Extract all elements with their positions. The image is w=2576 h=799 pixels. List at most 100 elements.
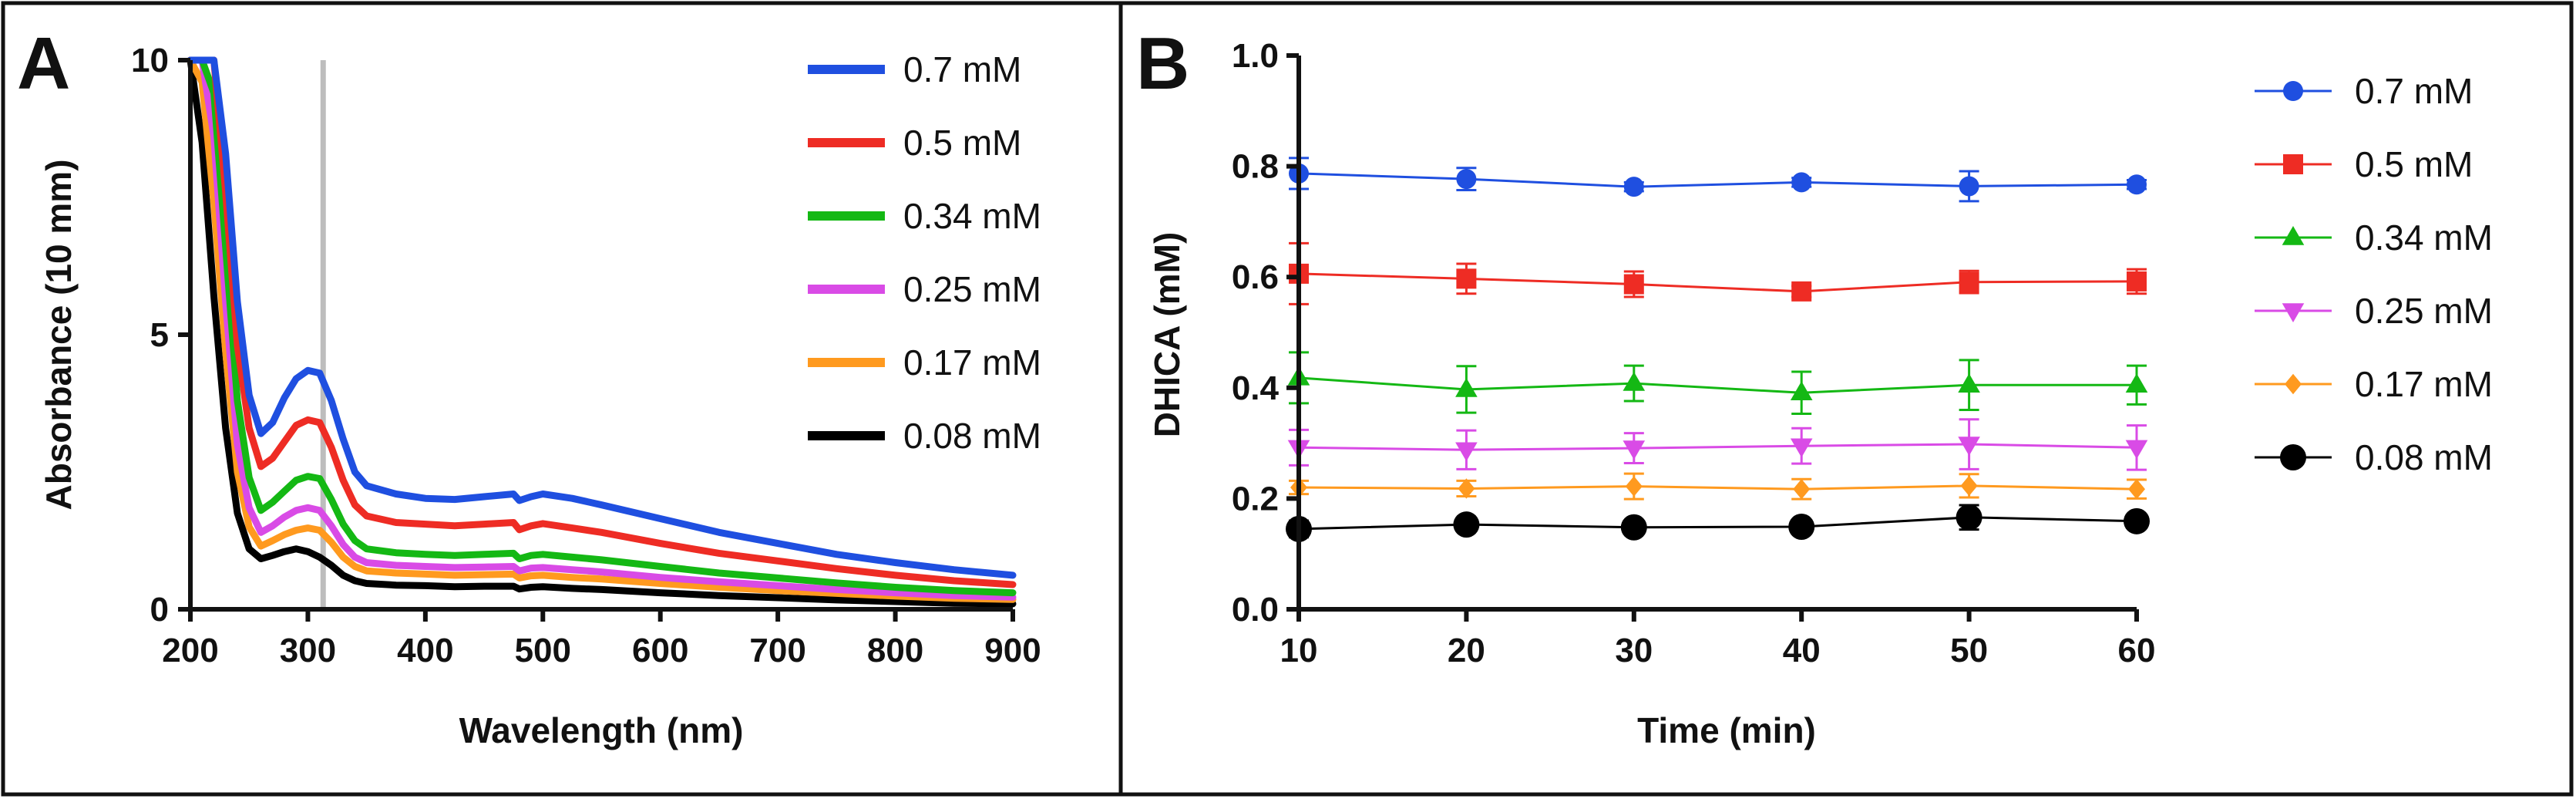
panel-a-x-axis-title: Wavelength (nm) — [459, 710, 744, 750]
spectrum-line-4 — [187, 56, 1017, 601]
data-point — [1958, 437, 1980, 456]
series-2 — [1289, 241, 2147, 305]
panel-b-x-ticks: 10 20 30 40 50 60 — [1280, 609, 2156, 669]
data-point — [1956, 504, 1982, 531]
panel-b-x-axis-title: Time (min) — [1637, 710, 1816, 750]
spectrum-line-5 — [187, 56, 1017, 603]
panel-b-legend: 0.7 mM 0.5 mM 0.34 mM 0.25 mM 0.17 mM 0.08 mM — [2255, 71, 2493, 477]
panel-a-y-ticks: 0 5 10 — [131, 42, 190, 629]
panel-b-label: B — [1136, 22, 1189, 105]
legend-label: 0.08 mM — [903, 416, 1041, 456]
data-point — [1458, 478, 1475, 499]
data-point — [1456, 268, 1477, 289]
x-tick-label: 60 — [2118, 632, 2156, 669]
data-point — [1625, 476, 1643, 497]
data-point — [2125, 440, 2148, 460]
legend-marker — [2280, 444, 2306, 470]
data-point — [1456, 169, 1477, 190]
legend-marker — [2285, 373, 2302, 395]
y-tick-label: 5 — [150, 316, 169, 354]
legend-marker — [2283, 81, 2303, 101]
x-tick-label: 30 — [1615, 632, 1653, 669]
x-tick-label: 400 — [397, 632, 453, 669]
data-point — [1455, 378, 1478, 397]
data-point — [1790, 381, 1813, 401]
x-tick-label: 800 — [867, 632, 923, 669]
legend-marker — [2282, 303, 2305, 322]
data-point — [2124, 507, 2150, 534]
legend-label: 0.17 mM — [903, 342, 1041, 383]
legend-label: 0.25 mM — [2355, 291, 2493, 331]
data-point — [2128, 478, 2145, 500]
legend-label: 0.08 mM — [2355, 437, 2493, 477]
x-tick-label: 500 — [515, 632, 571, 669]
data-point — [1623, 177, 1644, 197]
data-point — [1959, 176, 1979, 197]
data-point — [1455, 442, 1478, 462]
panel-a-frame — [1, 1, 1123, 797]
legend-marker — [2282, 226, 2305, 245]
panel-a-legend: 0.7 mM 0.5 mM 0.34 mM 0.25 mM 0.17 mM 0.08 mM — [808, 49, 1041, 456]
legend-label: 0.7 mM — [2355, 71, 2473, 111]
data-point — [1453, 511, 1480, 538]
panel-a-y-axis-title: Absorbance (10 mm) — [39, 159, 79, 510]
data-point — [2127, 174, 2147, 195]
legend-label: 0.34 mM — [2355, 217, 2493, 258]
x-tick-label: 50 — [1950, 632, 1988, 669]
x-tick-label: 900 — [984, 632, 1041, 669]
data-point — [1791, 281, 1812, 302]
panel-a-series — [187, 56, 1017, 608]
x-tick-label: 300 — [280, 632, 336, 669]
x-tick-label: 10 — [1280, 632, 1318, 669]
series-6 — [1286, 504, 2150, 542]
series-4 — [1287, 418, 2148, 471]
x-tick-label: 200 — [162, 632, 218, 669]
panel-b-y-ticks: 0.0 0.2 0.4 0.6 0.8 1.0 — [1232, 37, 1299, 629]
legend-label: 0.7 mM — [903, 49, 1021, 89]
legend-label: 0.5 mM — [2355, 144, 2473, 184]
series-5 — [1289, 472, 2147, 501]
panel-a-x-ticks: 200 300 400 500 600 700 800 900 — [162, 609, 1041, 669]
data-point — [1793, 478, 1811, 500]
panel-b-y-axis-title: DHICA (mM) — [1147, 232, 1187, 438]
panel-b-series — [1286, 157, 2150, 542]
spectrum-line-2 — [187, 56, 1017, 588]
data-point — [1623, 274, 1644, 295]
panel-a-label: A — [17, 22, 70, 105]
y-tick-label: 0.2 — [1232, 480, 1279, 517]
spectrum-line-3 — [187, 56, 1017, 597]
spectrum-line-1 — [187, 56, 1017, 579]
x-tick-label: 40 — [1783, 632, 1821, 669]
legend-label: 0.34 mM — [903, 196, 1041, 236]
data-point — [1788, 514, 1815, 541]
data-point — [1959, 271, 1979, 292]
series-line — [1298, 272, 2137, 293]
data-point — [1960, 475, 1978, 497]
y-tick-label: 10 — [131, 42, 169, 79]
spectrum-line-6 — [187, 56, 1017, 608]
legend-label: 0.25 mM — [903, 269, 1041, 309]
series-line — [1298, 516, 2137, 531]
series-1 — [1289, 157, 2147, 203]
panel-b: B 0.0 0.2 0.4 0.6 0.8 1.0 10 20 30 40 50 60 DHICA … — [1136, 22, 2493, 750]
data-point — [1790, 438, 1813, 458]
data-point — [1623, 440, 1646, 460]
y-tick-label: 0.4 — [1232, 369, 1280, 407]
series-3 — [1287, 351, 2148, 416]
data-point — [1791, 172, 1812, 193]
x-tick-label: 600 — [632, 632, 688, 669]
x-tick-label: 700 — [749, 632, 805, 669]
data-point — [1958, 373, 1980, 393]
y-tick-label: 0.0 — [1232, 591, 1279, 629]
legend-marker — [2283, 154, 2303, 174]
y-tick-label: 0.6 — [1232, 258, 1279, 296]
y-tick-label: 0.8 — [1232, 148, 1279, 186]
series-line — [1298, 376, 2137, 394]
series-line — [1298, 484, 2137, 491]
y-tick-label: 0 — [150, 591, 169, 629]
panel-a: A 0 5 10 200 300 400 500 600 700 800 900 Absorban… — [17, 22, 1041, 750]
series-line — [1298, 172, 2137, 188]
data-point — [1623, 372, 1646, 391]
series-line — [1298, 443, 2137, 451]
